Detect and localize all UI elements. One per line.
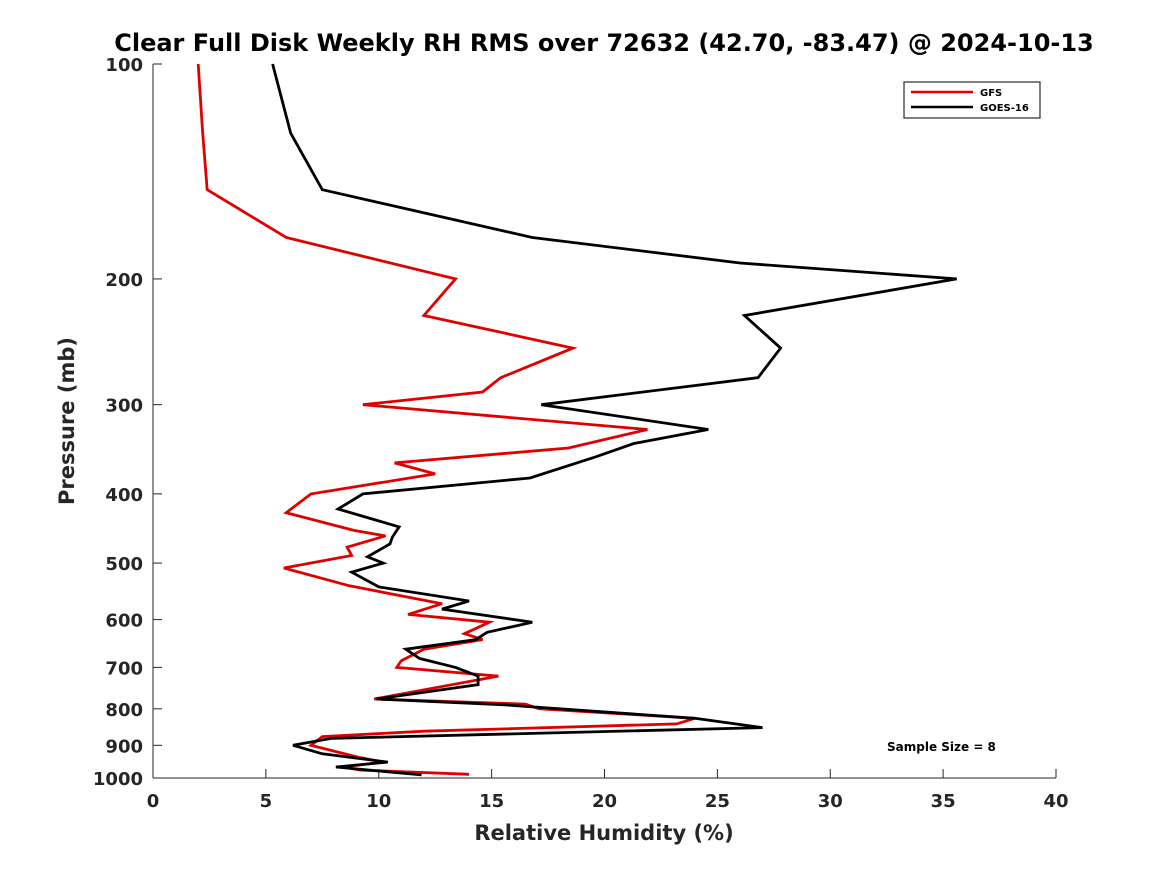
y-axis-label: Pressure (mb) xyxy=(55,337,79,505)
y-tick-label: 300 xyxy=(105,396,143,417)
series-layer xyxy=(196,63,957,777)
legend-label-goes16: GOES-16 xyxy=(980,103,1029,114)
sample-size-annotation: Sample Size = 8 xyxy=(887,740,996,754)
y-tick-label: 800 xyxy=(105,700,143,721)
x-tick-label: 30 xyxy=(818,791,843,812)
legend: GFS GOES-16 xyxy=(903,81,1041,119)
chart-title: Clear Full Disk Weekly RH RMS over 72632… xyxy=(114,29,1094,57)
y-tick-label: 500 xyxy=(105,554,143,575)
legend-label-gfs: GFS xyxy=(980,88,1002,99)
x-tick-label: 40 xyxy=(1043,791,1068,812)
y-tick-label: 400 xyxy=(105,485,143,506)
x-tick-label: 0 xyxy=(147,791,160,812)
x-tick-label: 25 xyxy=(705,791,730,812)
legend-box xyxy=(903,81,1041,119)
series-line-goes16 xyxy=(271,63,957,777)
y-tick-label: 1000 xyxy=(93,769,143,790)
y-tick-label: 900 xyxy=(105,736,143,757)
y-tick-label: 100 xyxy=(105,55,143,76)
x-tick-label: 35 xyxy=(931,791,956,812)
y-tick-label: 600 xyxy=(105,611,143,632)
x-tick-label: 10 xyxy=(366,791,391,812)
x-tick-label: 5 xyxy=(260,791,273,812)
y-tick-label: 200 xyxy=(105,270,143,291)
x-tick-label: 20 xyxy=(592,791,617,812)
y-tick-label: 700 xyxy=(105,658,143,679)
x-axis-label: Relative Humidity (%) xyxy=(474,821,733,845)
x-tick-label: 15 xyxy=(479,791,504,812)
plot-axes: 0 5 10 15 20 25 30 35 40 100 200 300 400 500 600 700 800… xyxy=(93,55,1069,812)
series-line-gfs xyxy=(196,63,696,776)
